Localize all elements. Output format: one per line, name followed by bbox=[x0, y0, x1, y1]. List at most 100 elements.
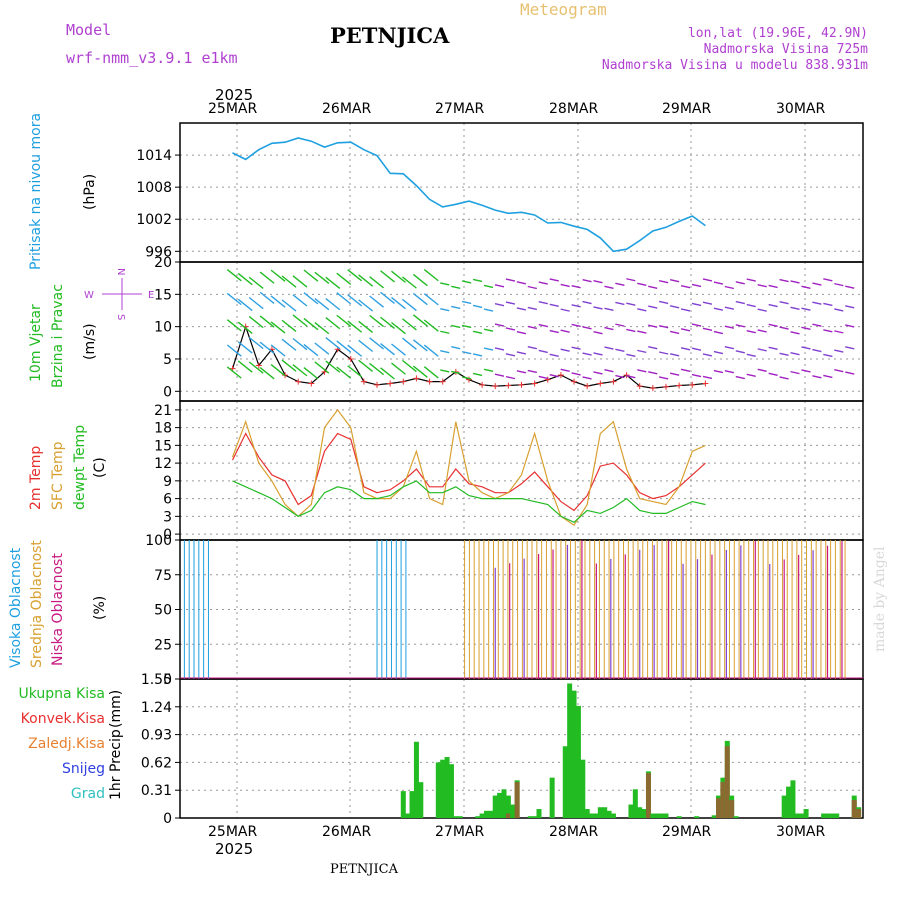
wind-barb bbox=[571, 323, 581, 328]
wind-barb bbox=[401, 276, 417, 289]
wind-gust-marker bbox=[360, 378, 367, 385]
wind-barb bbox=[248, 296, 264, 310]
bottom-day-label-0: 25MAR bbox=[208, 824, 258, 840]
y-tick-label: 996 bbox=[145, 244, 172, 260]
wind-gust-marker bbox=[505, 382, 512, 389]
product-title: Meteogram bbox=[520, 0, 607, 19]
wind-barb bbox=[461, 324, 472, 329]
wind-barb bbox=[735, 375, 745, 380]
y-tick-label: 0 bbox=[163, 672, 172, 688]
precip-bar bbox=[567, 683, 573, 818]
wind-gust-marker bbox=[610, 378, 617, 385]
wind-barb bbox=[834, 330, 844, 334]
y-tick-label: 9 bbox=[163, 474, 172, 490]
wind-barb bbox=[412, 314, 428, 327]
y-tick-label: 0.93 bbox=[141, 728, 172, 744]
wind-barb bbox=[314, 297, 330, 311]
compass-s: S bbox=[115, 314, 126, 320]
wind-barb bbox=[226, 319, 242, 332]
wind-barb bbox=[538, 301, 548, 305]
wind-barb bbox=[768, 303, 778, 308]
wind-gust-marker bbox=[426, 378, 433, 385]
wind-barb bbox=[412, 292, 428, 306]
wind-barb bbox=[779, 278, 789, 283]
wind-barb bbox=[560, 329, 570, 333]
wind-barb bbox=[790, 370, 800, 375]
precip-bar bbox=[834, 813, 840, 818]
wind-barb bbox=[549, 278, 559, 282]
compass-e: E bbox=[148, 290, 154, 301]
wind-barb bbox=[472, 372, 483, 377]
wind-barb bbox=[226, 344, 242, 357]
wind-barb bbox=[336, 314, 352, 327]
wind-barb bbox=[626, 353, 636, 358]
wind-barb bbox=[812, 323, 822, 327]
wind-barb bbox=[582, 352, 592, 356]
bottom-day-label-5: 30MAR bbox=[776, 824, 826, 840]
wind-barb bbox=[314, 271, 330, 284]
top-day-label-2: 27MAR bbox=[435, 101, 485, 117]
wind-barb bbox=[281, 338, 297, 351]
wind-barb bbox=[303, 269, 319, 282]
wind-barb bbox=[391, 321, 406, 335]
wind-barb bbox=[702, 375, 713, 380]
wind-gust-marker bbox=[255, 362, 262, 369]
wind-barb bbox=[505, 353, 516, 357]
precip-bar bbox=[575, 705, 581, 818]
wind-barb bbox=[451, 324, 461, 329]
wind-barb bbox=[691, 347, 702, 351]
wind-barb bbox=[757, 308, 767, 312]
wind-barb bbox=[757, 284, 767, 288]
wind-barb bbox=[292, 314, 308, 327]
bottom-day-label-4: 29MAR bbox=[662, 824, 712, 840]
precip-bar bbox=[536, 809, 542, 818]
wind-barb bbox=[303, 317, 319, 331]
y-tick-label: 5 bbox=[163, 352, 172, 368]
wind-barb bbox=[659, 376, 669, 380]
legend-frz-rain: Zaledj.Kisa bbox=[28, 736, 105, 752]
wind-barb bbox=[615, 323, 625, 327]
wind-barb bbox=[237, 360, 253, 373]
wind-barb bbox=[757, 348, 767, 352]
wind-barb bbox=[691, 283, 702, 288]
wind-barb bbox=[292, 275, 308, 288]
wind-barb bbox=[494, 323, 505, 327]
wind-barb bbox=[582, 279, 592, 283]
wind-barb bbox=[314, 321, 330, 335]
wind-barb bbox=[713, 281, 724, 285]
precip-bar bbox=[510, 804, 516, 818]
wind-barb bbox=[691, 302, 702, 307]
y-tick-label: 6 bbox=[163, 492, 172, 508]
wind-barb bbox=[615, 282, 625, 287]
wind-barb bbox=[549, 303, 559, 307]
precip-bar bbox=[733, 816, 739, 818]
wind-gust-marker bbox=[584, 383, 591, 390]
precip-bar bbox=[637, 807, 643, 818]
wind-barb bbox=[369, 314, 385, 328]
wind-barb bbox=[472, 353, 483, 357]
top-day-label-5: 30MAR bbox=[776, 101, 826, 117]
wind-barb bbox=[248, 336, 264, 350]
y-tick-label: 18 bbox=[154, 421, 172, 437]
wind-barb bbox=[494, 284, 505, 288]
wind-barb bbox=[391, 270, 406, 283]
wind-barb bbox=[516, 330, 527, 335]
wind-barb bbox=[801, 346, 811, 350]
wind-barb bbox=[237, 298, 253, 312]
wind-barb bbox=[648, 305, 658, 309]
wind-barb bbox=[812, 282, 822, 286]
wind-barb bbox=[702, 301, 713, 305]
wind-barb bbox=[483, 284, 494, 289]
wind-barb bbox=[757, 329, 767, 333]
wind-barb bbox=[380, 316, 395, 330]
footer-station: PETNJICA bbox=[330, 862, 398, 877]
wind-gust-marker bbox=[557, 372, 564, 379]
wind-barb bbox=[648, 285, 658, 289]
y-tick-label: 15 bbox=[154, 287, 172, 303]
precip-conv-bar bbox=[724, 746, 730, 818]
precip-bar bbox=[497, 792, 503, 818]
precip-bar bbox=[650, 813, 656, 818]
wind-barb bbox=[461, 351, 472, 355]
wind-barb bbox=[401, 359, 417, 373]
wind-barb bbox=[412, 273, 428, 287]
